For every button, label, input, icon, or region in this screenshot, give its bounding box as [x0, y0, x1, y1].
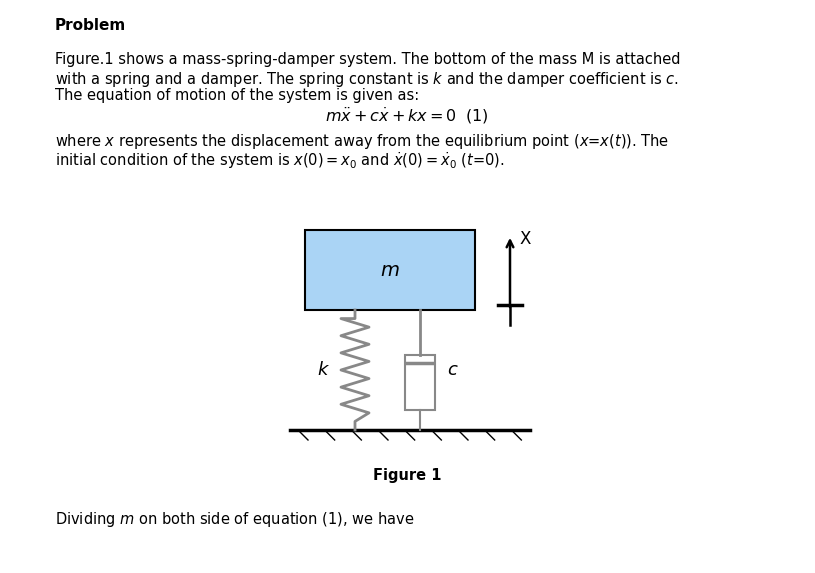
Text: Problem: Problem	[55, 18, 126, 33]
Text: Figure 1: Figure 1	[372, 468, 441, 483]
Text: k: k	[318, 361, 328, 379]
Text: c: c	[447, 361, 457, 379]
Text: where $x$ represents the displacement away from the equilibrium point ($x$=$x$($: where $x$ represents the displacement aw…	[55, 132, 669, 151]
Text: $m\ddot{x}+c\dot{x}+kx=0\;$ (1): $m\ddot{x}+c\dot{x}+kx=0\;$ (1)	[325, 106, 489, 126]
Text: m: m	[381, 261, 399, 280]
Bar	[305, 230, 475, 310]
Text: Figure.1 shows a mass-spring-damper system. The bottom of the mass M is attached: Figure.1 shows a mass-spring-damper syst…	[55, 52, 681, 67]
Text: Dividing $m$ on both side of equation (1), we have: Dividing $m$ on both side of equation (1…	[55, 510, 415, 529]
Bar	[405, 355, 435, 410]
Text: with a spring and a damper. The spring constant is $k$ and the damper coefficien: with a spring and a damper. The spring c…	[55, 70, 679, 89]
Text: initial condition of the system is $x(0) = x_0$ and $\dot{x}(0) = \dot{x}_0$ ($t: initial condition of the system is $x(0)…	[55, 150, 504, 171]
Text: X: X	[520, 230, 531, 248]
Text: The equation of motion of the system is given as:: The equation of motion of the system is …	[55, 88, 419, 103]
